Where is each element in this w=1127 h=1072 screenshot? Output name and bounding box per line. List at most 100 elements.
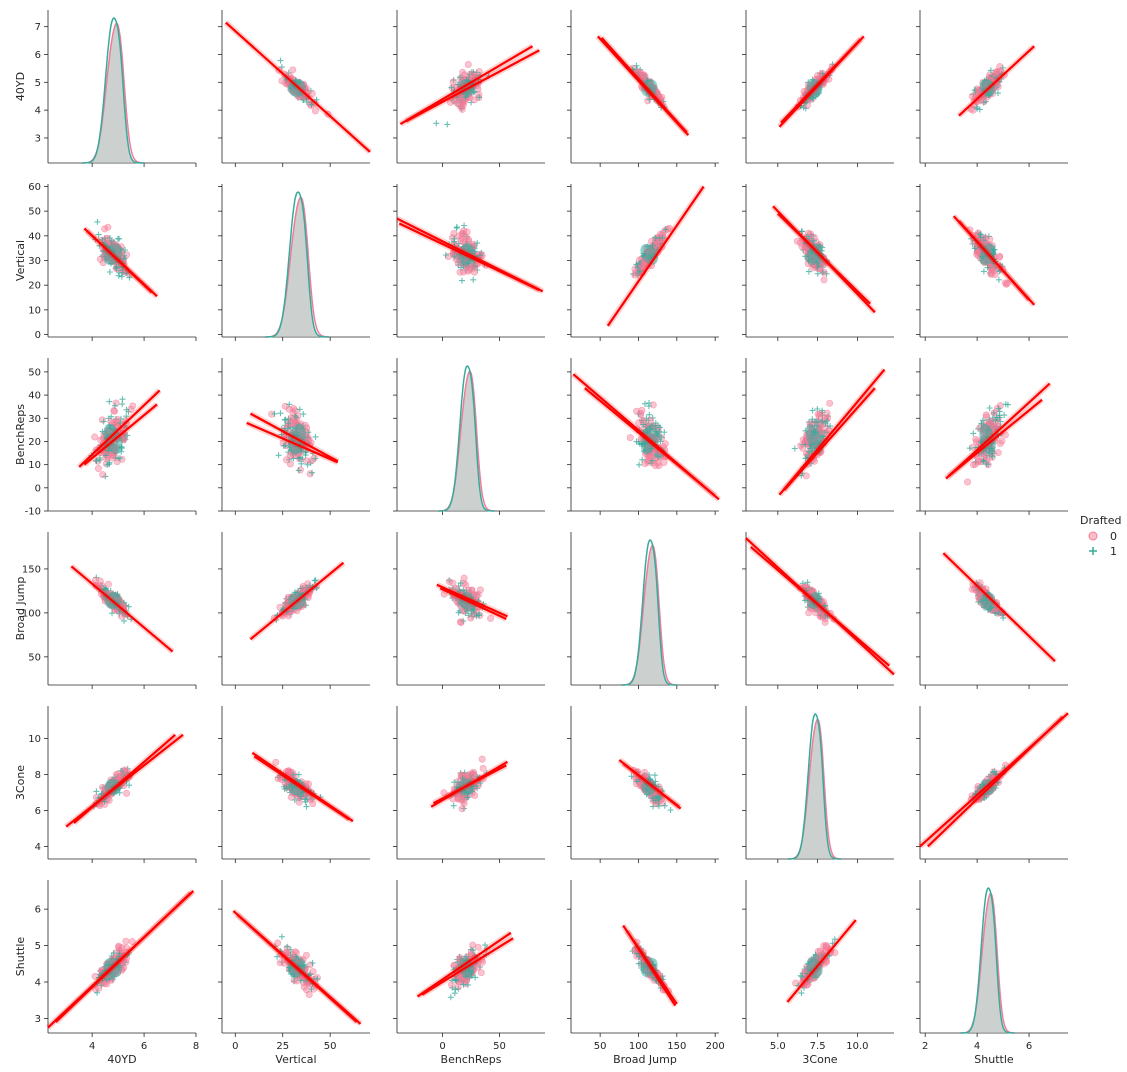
regression-line [70, 565, 174, 653]
point-drafted-0 [287, 414, 295, 422]
point-drafted-0 [996, 63, 1004, 71]
point-drafted-0 [467, 70, 475, 78]
point-drafted-0 [974, 458, 982, 466]
y-tick-label: 30 [28, 414, 41, 425]
point-drafted-0 [101, 225, 109, 233]
y-tick-label: 5 [35, 78, 41, 89]
y-tick-label: 60 [28, 182, 41, 193]
point-drafted-1 [646, 411, 653, 418]
point-drafted-0 [94, 464, 102, 472]
y-tick-label: 4 [35, 106, 41, 117]
y-tick-label: -10 [25, 507, 41, 518]
point-drafted-0 [98, 416, 106, 424]
regression-line [942, 552, 1056, 663]
panel-benchreps-vs-benchreps [393, 358, 545, 515]
x-axis-label-40yd: 40YD [107, 1053, 136, 1066]
y-tick-label: 6 [35, 905, 41, 916]
point-drafted-0 [479, 764, 487, 772]
point-drafted-0 [96, 255, 104, 263]
point-drafted-0 [115, 943, 123, 951]
point-drafted-1 [636, 461, 643, 468]
point-drafted-1 [308, 101, 315, 108]
point-drafted-0 [464, 60, 472, 68]
y-axis-label-3cone: 3Cone [14, 765, 27, 800]
y-tick-label: 40 [28, 231, 41, 242]
point-drafted-1 [312, 433, 319, 440]
kde-fill [621, 545, 677, 685]
point-drafted-1 [457, 74, 464, 81]
point-drafted-0 [639, 416, 647, 424]
y-tick-label: 50 [28, 652, 41, 663]
point-drafted-0 [458, 805, 466, 813]
regression-line [927, 716, 1064, 848]
point-drafted-0 [107, 418, 115, 426]
point-drafted-1 [651, 772, 658, 779]
panel-benchreps-vs-vertical [218, 358, 370, 515]
panel-vertical-vs-broad-jump [567, 184, 719, 341]
point-drafted-1 [803, 99, 810, 106]
point-drafted-1 [114, 235, 121, 242]
point-drafted-1 [800, 104, 807, 111]
point-drafted-0 [626, 434, 634, 442]
point-drafted-0 [995, 253, 1003, 261]
x-tick-label: 8 [193, 1041, 199, 1052]
y-axis-label-benchreps: BenchReps [14, 404, 27, 465]
point-drafted-1 [809, 407, 816, 414]
y-tick-label: 40 [28, 391, 41, 402]
scatter-core [641, 79, 658, 97]
panel-broad-jump-vs-3cone [742, 532, 897, 689]
y-tick-label: 20 [28, 437, 41, 448]
x-tick-label: 0 [232, 1041, 238, 1052]
point-drafted-1 [453, 224, 460, 230]
point-drafted-1 [303, 803, 310, 810]
point-drafted-0 [112, 399, 120, 407]
regression-line [958, 220, 1030, 301]
y-tick-label: 10 [28, 305, 41, 316]
point-drafted-1 [791, 445, 798, 452]
regression-line [780, 38, 862, 124]
pairplot-panels: 3456740YD0102030405060Vertical-100102030… [14, 10, 1071, 1066]
y-tick-label: 5 [35, 941, 41, 952]
y-axis-label-shuttle: Shuttle [14, 937, 27, 977]
point-drafted-1 [119, 396, 126, 403]
y-tick-label: 6 [35, 806, 41, 817]
point-drafted-0 [797, 442, 805, 450]
kde-fill [81, 23, 145, 164]
regression-line [55, 891, 192, 1023]
y-tick-label: 150 [22, 564, 41, 575]
point-drafted-1 [277, 57, 284, 64]
panel-broad-jump-vs-benchreps [393, 532, 545, 689]
point-drafted-1 [448, 84, 455, 91]
panel-3cone-vs-vertical [218, 706, 370, 863]
point-drafted-0 [464, 771, 472, 779]
panel-benchreps-vs-shuttle [916, 358, 1068, 515]
point-drafted-0 [459, 98, 467, 106]
panel-3cone-vs-3cone [742, 706, 894, 863]
point-drafted-0 [826, 399, 834, 407]
point-drafted-1 [275, 452, 282, 459]
point-drafted-1 [461, 222, 468, 229]
point-drafted-0 [987, 270, 995, 278]
regression-line [606, 185, 705, 327]
y-tick-label: 30 [28, 256, 41, 267]
point-drafted-1 [810, 95, 817, 102]
point-drafted-0 [123, 789, 131, 797]
scatter-points [626, 400, 670, 470]
panel-broad-jump-vs-broad-jump [567, 532, 719, 689]
point-drafted-0 [463, 228, 471, 236]
point-drafted-1 [986, 405, 993, 411]
point-drafted-0 [478, 755, 486, 763]
point-drafted-0 [633, 407, 641, 415]
kde-line-drafted-1 [81, 17, 145, 164]
y-tick-label: 4 [35, 842, 41, 853]
point-drafted-0 [449, 78, 457, 86]
panel-benchreps-vs-3cone [742, 358, 894, 515]
kde-fill [438, 371, 495, 511]
point-drafted-1 [661, 429, 668, 436]
point-drafted-1 [277, 410, 284, 417]
panel-40yd-vs-broad-jump [567, 10, 719, 167]
